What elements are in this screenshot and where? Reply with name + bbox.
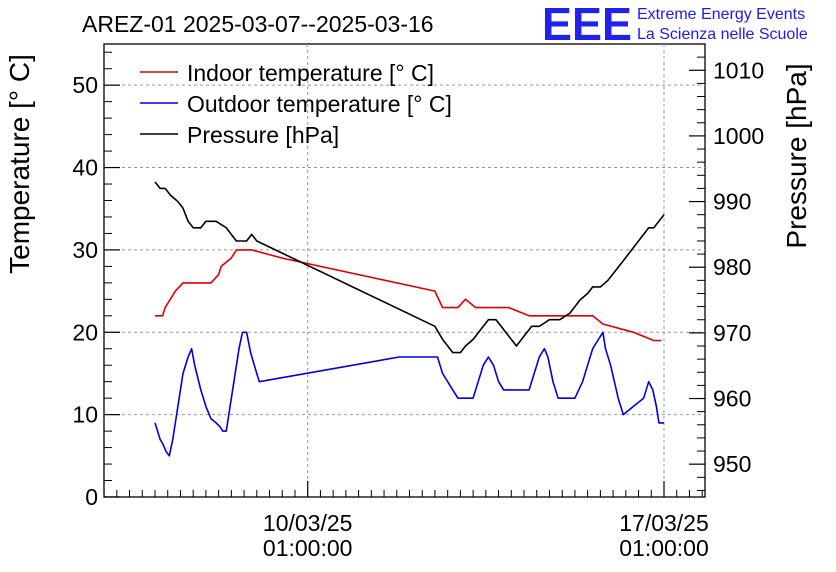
plot-frame <box>103 43 706 498</box>
series-pressure <box>154 181 665 354</box>
legend-label-pressure: Pressure [hPa] <box>187 122 339 148</box>
y2-tick-label: 980 <box>713 254 751 280</box>
logo-mark: EEE <box>542 0 632 50</box>
y-tick-label: 50 <box>72 72 98 98</box>
y2-tick-label: 960 <box>713 386 751 412</box>
series-outdoor-temperature <box>154 331 664 457</box>
axis-ticks: 0 10 20 30 40 50 950 960 970 980 990 1000 1010 10/03/… <box>72 43 764 561</box>
legend: Indoor temperature [° C] Outdoor tempera… <box>140 60 452 148</box>
y-axis-label: Temperature [° C] <box>4 54 35 274</box>
y2-axis-label: Pressure [hPa] <box>781 63 812 248</box>
y2-tick-label: 1010 <box>713 57 764 83</box>
series-indoor-temperature <box>155 249 662 342</box>
chart-title: AREZ-01 2025-03-07--2025-03-16 <box>82 11 434 37</box>
x-tick-label-time: 01:00:00 <box>619 535 709 561</box>
legend-label-outdoor: Outdoor temperature [° C] <box>187 91 452 117</box>
y2-tick-label: 1000 <box>713 123 764 149</box>
series-lines <box>154 181 665 457</box>
logo-line1: Extreme Energy Events <box>637 6 805 23</box>
y-tick-label: 0 <box>85 484 98 510</box>
x-tick-label-date: 17/03/25 <box>619 510 709 536</box>
y-tick-label: 10 <box>72 402 98 428</box>
y2-tick-label: 950 <box>713 451 751 477</box>
legend-label-indoor: Indoor temperature [° C] <box>187 60 434 86</box>
eee-logo: EEE Extreme Energy Events La Scienza nel… <box>542 0 808 50</box>
y-tick-label: 40 <box>72 155 98 181</box>
x-tick-label-time: 01:00:00 <box>263 535 353 561</box>
logo-line2: La Scienza nelle Scuole <box>637 26 808 43</box>
y-tick-label: 30 <box>72 237 98 263</box>
x-tick-label-date: 10/03/25 <box>263 510 353 536</box>
y2-tick-label: 970 <box>713 320 751 346</box>
grid-lines <box>104 44 705 497</box>
y-tick-label: 20 <box>72 319 98 345</box>
y2-tick-label: 990 <box>713 189 751 215</box>
